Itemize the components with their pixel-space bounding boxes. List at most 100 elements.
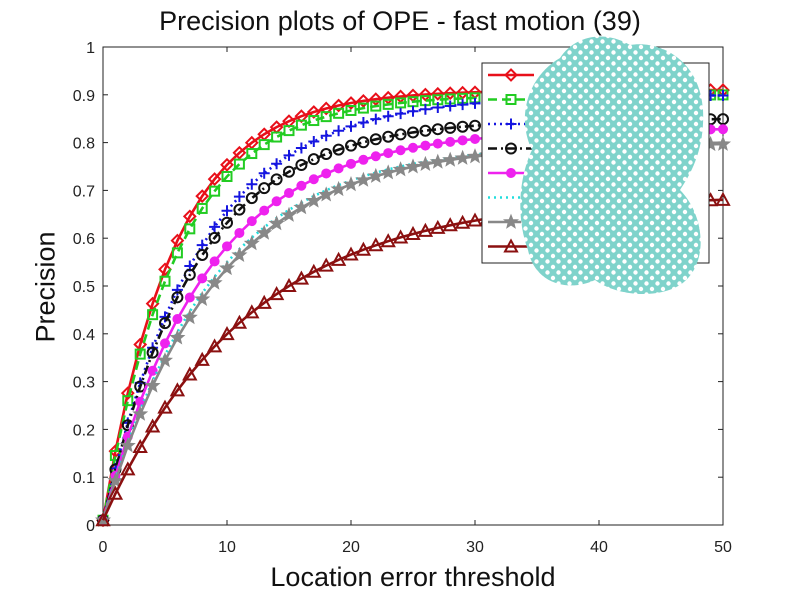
data-point xyxy=(208,231,221,244)
y-tick-label: 0.4 xyxy=(73,327,95,344)
data-point xyxy=(283,165,295,178)
data-point xyxy=(418,87,433,102)
data-point xyxy=(147,365,158,376)
data-point xyxy=(432,102,444,114)
data-point xyxy=(196,239,208,251)
data-point xyxy=(382,130,395,143)
data-point xyxy=(233,191,245,203)
data-point xyxy=(370,113,382,125)
data-point xyxy=(159,317,171,330)
data-point xyxy=(146,346,159,359)
data-point xyxy=(318,186,335,202)
data-point xyxy=(718,124,728,135)
legend-marker xyxy=(503,238,519,253)
data-point xyxy=(431,123,444,136)
data-point xyxy=(295,119,307,131)
data-point xyxy=(345,120,357,132)
data-point xyxy=(382,110,394,122)
data-point xyxy=(160,338,170,349)
data-point xyxy=(184,292,195,303)
data-point xyxy=(454,214,471,229)
data-point xyxy=(231,314,248,329)
data-point xyxy=(245,192,258,205)
data-point xyxy=(445,136,456,147)
data-point xyxy=(194,290,211,307)
y-tick-label: 0.9 xyxy=(73,88,95,105)
data-point xyxy=(308,174,319,185)
data-point xyxy=(714,135,732,151)
data-point xyxy=(395,145,406,156)
data-point xyxy=(346,158,356,169)
data-point xyxy=(370,151,381,162)
data-point xyxy=(222,241,232,252)
data-point xyxy=(717,113,729,126)
data-point xyxy=(256,224,273,240)
data-point xyxy=(321,168,332,179)
y-tick-label: 0.1 xyxy=(73,470,95,487)
data-point xyxy=(417,155,434,172)
data-point xyxy=(330,251,347,266)
data-point xyxy=(122,395,134,407)
series-line xyxy=(101,93,723,521)
data-point xyxy=(358,154,369,165)
legend-marker xyxy=(504,68,518,82)
data-point xyxy=(232,145,247,160)
data-point xyxy=(95,512,111,527)
data-point xyxy=(405,225,421,241)
data-point xyxy=(107,485,124,500)
data-point xyxy=(430,219,446,234)
data-point xyxy=(170,233,185,248)
x-axis-label: Location error threshold xyxy=(270,562,556,592)
obscuring-blob xyxy=(520,36,704,295)
data-point xyxy=(181,309,198,325)
data-point xyxy=(306,105,321,119)
data-point xyxy=(407,126,419,139)
data-point xyxy=(394,128,407,141)
data-point xyxy=(395,97,407,109)
data-point xyxy=(259,205,270,216)
data-point xyxy=(443,86,458,101)
data-point xyxy=(195,189,210,204)
data-point xyxy=(271,196,282,207)
y-tick-label: 0.5 xyxy=(73,279,95,296)
data-point xyxy=(196,249,209,262)
data-point xyxy=(209,256,220,267)
legend-marker xyxy=(505,118,517,130)
data-point xyxy=(419,124,432,137)
data-point xyxy=(207,172,222,186)
data-point xyxy=(344,96,358,110)
y-axis-label: Precision xyxy=(30,231,61,343)
data-point xyxy=(392,229,409,244)
data-point xyxy=(420,140,431,151)
data-point xyxy=(331,98,346,113)
data-point xyxy=(469,119,481,132)
data-point xyxy=(380,164,397,180)
data-point xyxy=(271,131,283,143)
data-point xyxy=(357,117,369,129)
data-point xyxy=(233,203,246,216)
data-point xyxy=(209,185,221,197)
data-point xyxy=(268,285,285,301)
data-point xyxy=(333,107,345,119)
data-point xyxy=(383,148,394,159)
y-tick-label: 0.8 xyxy=(73,136,95,153)
data-point xyxy=(457,135,468,146)
data-point xyxy=(404,158,422,174)
data-point xyxy=(147,309,159,321)
data-point xyxy=(457,99,469,111)
data-point xyxy=(169,382,186,397)
data-point xyxy=(258,139,270,151)
x-tick-label: 10 xyxy=(218,539,236,556)
data-point xyxy=(271,158,283,170)
data-point xyxy=(293,199,310,215)
data-point xyxy=(357,136,370,149)
data-point xyxy=(134,348,146,360)
y-tick-label: 0 xyxy=(86,518,95,535)
data-point xyxy=(380,233,396,248)
x-tick-label: 20 xyxy=(342,539,360,556)
x-tick-label: 0 xyxy=(99,539,108,556)
data-point xyxy=(442,217,458,232)
data-point xyxy=(220,157,234,172)
data-point xyxy=(144,377,161,393)
data-point xyxy=(218,259,236,276)
